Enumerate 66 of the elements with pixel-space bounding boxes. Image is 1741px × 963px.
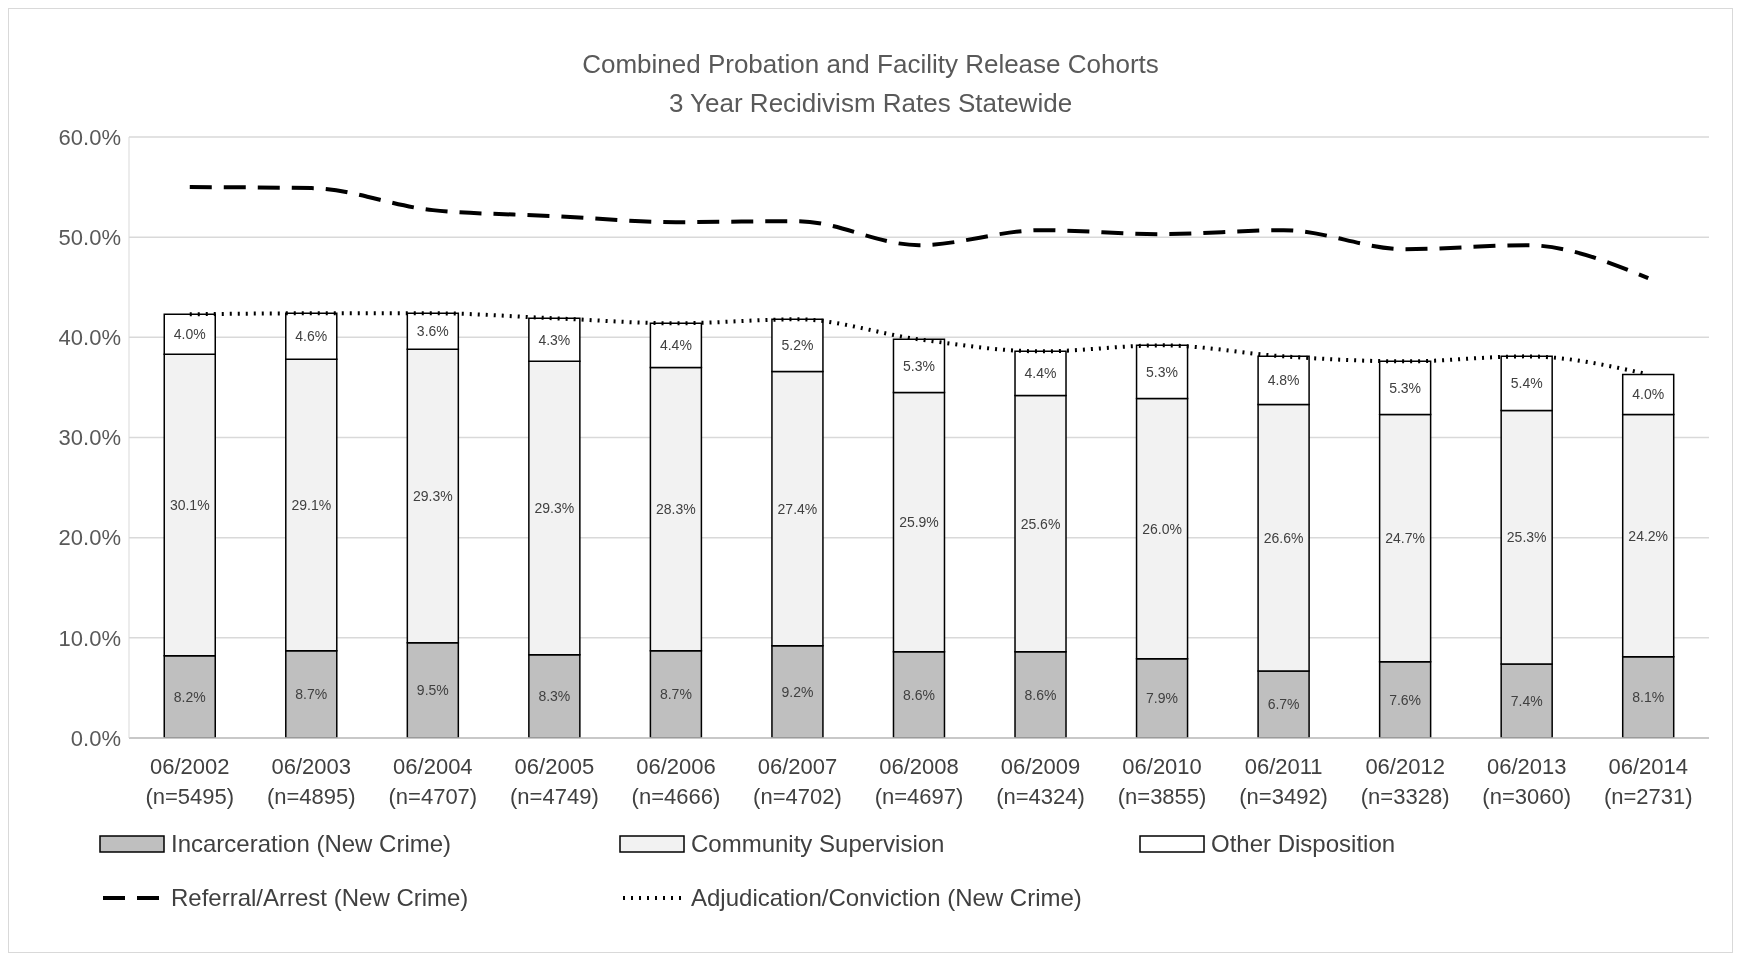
data-label: 25.6% [1020, 515, 1061, 532]
y-tick-label: 30.0% [58, 425, 121, 451]
data-label: 8.2% [173, 688, 206, 705]
legend-label: Referral/Arrest (New Crime) [171, 884, 469, 912]
x-tick-label: 06/2014 (n=2731) [1603, 754, 1693, 809]
data-label: 25.9% [899, 514, 939, 531]
data-label: 4.6% [295, 328, 328, 345]
data-label: 24.7% [1385, 530, 1425, 547]
data-label: 8.6% [903, 686, 935, 703]
data-label: 4.0% [173, 326, 206, 343]
line-series [187, 185, 1651, 281]
y-tick-label: 20.0% [58, 525, 121, 551]
data-label: 7.9% [1146, 690, 1179, 707]
x-tick-label: 06/2004 (n=4707) [388, 754, 478, 809]
x-tick-label: 06/2003 (n=4895) [266, 754, 356, 809]
y-tick-label: 0.0% [70, 725, 121, 751]
x-tick-label: 06/2011 (n=3492) [1239, 754, 1328, 809]
data-label: 8.7% [659, 686, 692, 703]
data-label: 29.3% [412, 488, 453, 505]
x-tick-label: 06/2009 (n=4324) [996, 754, 1085, 809]
data-label: 5.4% [1510, 375, 1543, 392]
x-tick-label: 06/2007 (n=4702) [753, 754, 842, 809]
data-label: 25.3% [1506, 529, 1547, 546]
data-label: 4.3% [538, 331, 571, 348]
data-label: 27.4% [777, 500, 818, 517]
data-label: 3.6% [416, 323, 449, 340]
data-label: 26.0% [1142, 520, 1182, 537]
data-label: 4.0% [1632, 386, 1665, 403]
data-label: 8.3% [538, 688, 571, 705]
data-label: 24.2% [1628, 527, 1669, 544]
y-tick-label: 40.0% [58, 325, 121, 351]
data-label: 8.1% [1632, 689, 1665, 706]
data-label: 9.5% [416, 682, 449, 699]
data-label: 30.1% [169, 497, 210, 514]
y-tick-label: 50.0% [58, 224, 121, 250]
data-label: 5.2% [781, 337, 814, 354]
data-label: 5.3% [1389, 379, 1422, 396]
data-label: 26.6% [1263, 529, 1304, 546]
data-label: 4.4% [1024, 365, 1057, 382]
data-label: 29.3% [534, 500, 575, 517]
legend-label: Other Disposition [1211, 830, 1396, 858]
x-tick-label: 06/2005 (n=4749) [510, 754, 599, 809]
data-label: 8.6% [1024, 686, 1057, 703]
x-tick-label: 06/2006 (n=4666) [631, 754, 721, 809]
x-tick-label: 06/2008 (n=4697) [874, 754, 964, 809]
data-label: 7.4% [1510, 692, 1543, 709]
y-tick-label: 60.0% [58, 124, 121, 150]
data-label: 29.1% [291, 497, 332, 514]
data-label: 7.6% [1389, 691, 1422, 708]
data-label: 6.7% [1267, 696, 1300, 713]
legend-label: Community Supervision [691, 830, 945, 858]
chart-title: Combined Probation and Facility Release Cohorts 3 Year Recidivism Rates Statewide [581, 48, 1160, 120]
data-label: 28.3% [656, 501, 696, 518]
data-label: 8.7% [295, 686, 328, 703]
x-tick-label: 06/2013 (n=3060) [1482, 754, 1572, 809]
data-label: 9.2% [781, 683, 814, 700]
x-tick-label: 06/2010 (n=3855) [1117, 754, 1207, 809]
data-label: 5.3% [1146, 363, 1179, 380]
x-tick-label: 06/2002 (n=5495) [145, 754, 235, 809]
y-tick-label: 10.0% [58, 625, 121, 651]
data-label: 4.8% [1267, 372, 1300, 389]
data-label: 4.4% [659, 337, 692, 354]
legend-label: Adjudication/Conviction (New Crime) [691, 884, 1082, 912]
legend-label: Incarceration (New Crime) [171, 830, 452, 858]
x-tick-label: 06/2012 (n=3328) [1360, 754, 1450, 809]
data-label: 5.3% [903, 357, 935, 374]
